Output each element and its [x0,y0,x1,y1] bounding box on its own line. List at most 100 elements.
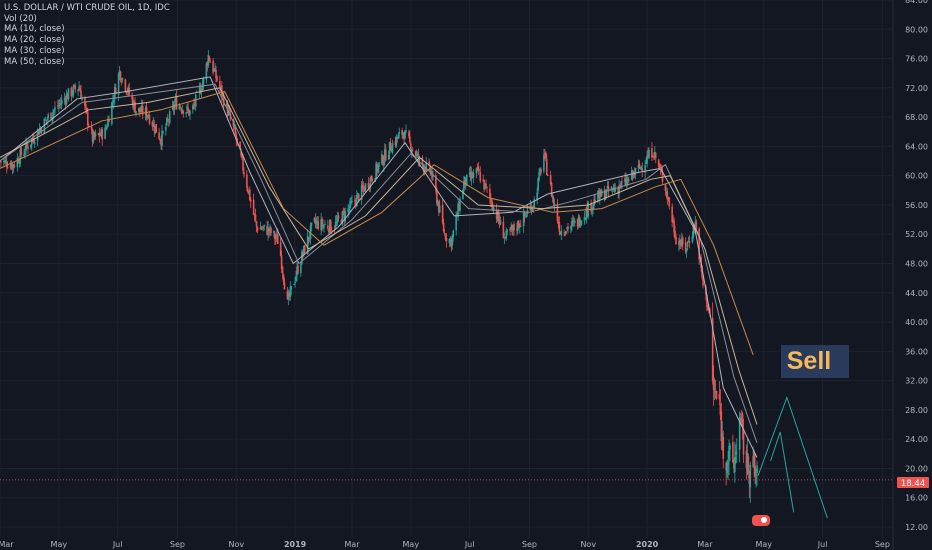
x-tick-label: Mar [344,540,360,549]
candle-body [158,132,160,140]
candle-body [551,196,554,199]
sell-annotation-text: Sell [787,347,831,375]
y-tick-label: 16.00 [905,494,928,503]
indicator-ma50[interactable]: MA (50, close) [4,56,65,67]
candle-body [155,124,158,133]
candle-body [414,151,417,157]
candle-body [679,240,681,245]
y-tick-label: 24.00 [905,435,928,444]
y-axis[interactable]: 84.00 80.00 76.00 72.00 68.00 64.00 60.00 56.00… [892,0,928,550]
candle-body [617,187,619,193]
price-label: 18.44 [897,477,929,489]
candle-body [347,208,349,213]
sell-annotation[interactable]: Sell [781,345,849,378]
candle-body [214,68,216,72]
candle-body [755,476,757,478]
candle-body [70,87,73,97]
candle-body [23,153,25,157]
candle-body [74,85,77,90]
candle-body [421,157,424,164]
candle-body [180,109,183,112]
candle-body [349,201,351,209]
indicator-ma10[interactable]: MA (10, close) [4,24,65,35]
candle-body [416,153,419,156]
candle-body [531,207,534,211]
indicator-ma20[interactable]: MA (20, close) [4,35,65,46]
candle-body [343,213,346,220]
candle-body [309,225,312,239]
candle-body [99,135,102,137]
candle-body [5,162,8,168]
candle-body [382,155,384,165]
candle-body [24,152,26,154]
candle-body [739,417,742,423]
symbol-title[interactable]: U.S. DOLLAR / WTI CRUDE OIL, 1D, IDC [4,3,170,13]
x-tick-label: Sep [170,540,185,549]
candle-body [36,129,39,141]
candle-body [464,176,466,183]
candle-body [422,164,425,171]
x-tick-label: Jul [464,540,475,549]
candle-body [624,178,626,182]
candle-body [202,77,205,85]
candle-body [492,207,495,211]
candle-body [748,476,751,484]
candle-body [255,221,258,227]
candle-body [166,119,169,120]
candle-body [518,226,521,228]
candle-body [171,105,174,110]
candle-body [675,236,677,245]
candle-body [692,225,695,237]
candle-body [166,118,168,126]
candle-body [491,206,494,212]
candle-body [206,64,209,66]
candle-body [0,161,2,163]
candle-body [402,132,404,136]
x-tick-label: Mar [697,540,713,549]
candle-body [383,161,385,166]
candle-body [315,222,318,225]
candle-body [335,221,338,223]
candle-body [625,178,627,186]
candle-body [424,168,427,172]
indicator-vol[interactable]: Vol (20) [4,13,37,24]
candle-body [19,149,22,164]
candle-body [578,216,581,227]
candle-body [355,200,357,206]
candle-body [684,242,687,252]
candle-body [495,209,498,219]
candle-body [78,86,80,90]
candle-body [482,179,484,181]
candle-body [490,199,492,201]
candle-body [194,94,197,107]
candle-body [368,186,371,188]
candle-body [303,245,306,253]
candle-body [648,149,650,159]
candle-body [281,266,284,274]
candle-body [713,391,716,393]
candle-body [86,111,89,126]
candle-body [254,214,257,221]
y-tick-label: 72.00 [905,84,928,93]
candle-body [234,127,237,135]
candle-body [567,226,569,230]
candle-body [452,230,455,238]
candle-body [499,220,502,225]
event-flag-icon[interactable] [752,515,770,526]
candle-body [151,121,154,127]
y-tick-label: 48.00 [905,260,928,269]
candle-body [31,138,33,145]
candle-body [286,291,289,299]
y-tick-label: 28.00 [905,406,928,415]
indicator-ma30[interactable]: MA (30, close) [4,45,65,56]
x-axis[interactable]: Mar May Jul Sep Nov 2019 Mar May Jul Sep Nov 2020 Ma… [0,540,890,549]
candle-body [72,86,75,96]
candle-body [193,104,195,106]
candle-body [160,140,162,146]
x-tick-label: Jul [817,540,828,549]
candle-body [154,126,157,134]
candle-body [539,169,541,172]
candle-body [120,81,123,83]
candle-body [444,234,447,240]
